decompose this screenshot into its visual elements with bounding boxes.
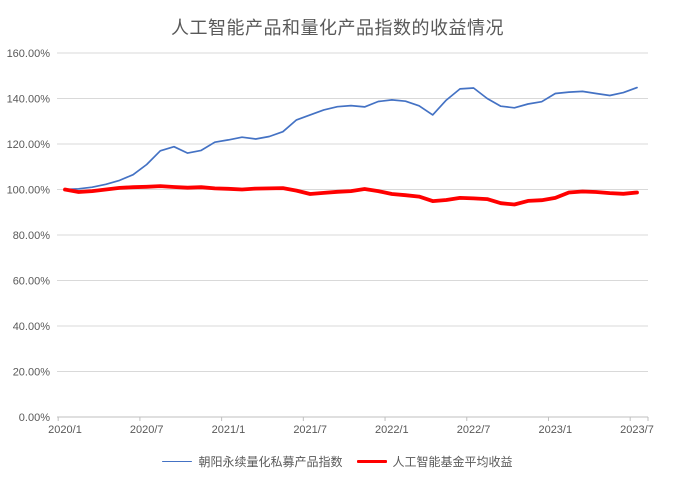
series-line-ai-funds — [63, 184, 639, 207]
x-axis-label: 2022/7 — [457, 424, 491, 436]
y-axis-label: 120.00% — [7, 139, 51, 151]
y-axis-label: 0.00% — [19, 412, 50, 424]
legend-label-quant: 朝阳永续量化私募产品指数 — [198, 455, 343, 469]
series-line-quant-index — [64, 86, 638, 191]
legend-line-sample-ai — [356, 459, 387, 464]
x-axis-label: 2022/1 — [375, 424, 409, 436]
y-axis-label: 100.00% — [7, 185, 51, 197]
legend-item-quant-index: 朝阳永续量化私募产品指数 — [162, 453, 343, 470]
chart-title: 人工智能产品和量化产品指数的收益情况 — [171, 18, 504, 38]
legend-item-ai-funds: 人工智能基金平均收益 — [356, 453, 513, 470]
x-axis-label: 2021/7 — [293, 424, 327, 436]
x-axis-label: 2023/7 — [620, 424, 654, 436]
x-axis-label: 2023/1 — [538, 424, 572, 436]
x-axis-label: 2020/1 — [48, 424, 82, 436]
y-axis-label: 140.00% — [7, 94, 51, 106]
y-axis-label: 160.00% — [7, 48, 51, 60]
y-axis-label: 40.00% — [13, 321, 51, 333]
y-axis-label: 20.00% — [13, 367, 51, 379]
y-axis-label: 60.00% — [13, 276, 51, 288]
legend-line-sample-quant — [162, 460, 193, 463]
y-axis-label: 80.00% — [13, 230, 51, 242]
x-axis-label: 2021/1 — [212, 424, 246, 436]
legend-label-ai: 人工智能基金平均收益 — [392, 455, 513, 469]
legend: 朝阳永续量化私募产品指数 人工智能基金平均收益 — [0, 453, 675, 470]
x-axis-label: 2020/7 — [130, 424, 164, 436]
